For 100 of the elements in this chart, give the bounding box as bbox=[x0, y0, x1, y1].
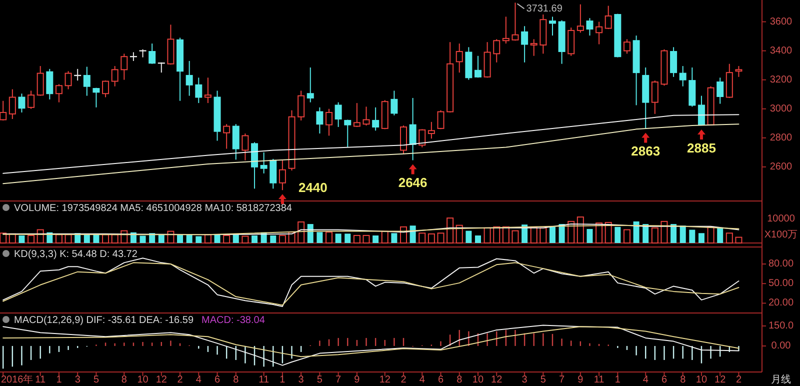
candlestick bbox=[242, 133, 249, 161]
x-tick-label: 4 bbox=[419, 374, 426, 386]
bar bbox=[344, 234, 351, 243]
candlestick bbox=[111, 66, 118, 87]
x-tick-label: 11 bbox=[594, 374, 605, 386]
bar bbox=[167, 230, 174, 244]
candlestick bbox=[334, 102, 342, 128]
candlestick bbox=[18, 93, 26, 113]
x-tick-label: 8 bbox=[680, 374, 686, 386]
x-tick-label: 4 bbox=[642, 374, 649, 386]
bar bbox=[558, 224, 565, 243]
bar bbox=[140, 236, 146, 243]
bar bbox=[726, 232, 733, 244]
annotation: 3731.69 bbox=[526, 4, 563, 15]
candlestick bbox=[502, 16, 510, 44]
bar bbox=[391, 233, 398, 243]
bar bbox=[232, 234, 239, 243]
candlestick bbox=[92, 87, 100, 108]
x-tick-label: 7 bbox=[336, 374, 342, 386]
candlestick bbox=[623, 38, 630, 54]
x-tick-label: 9 bbox=[578, 374, 584, 386]
x-tick-label: 2 bbox=[177, 374, 184, 386]
y-tick-label: 20.00 bbox=[768, 298, 794, 309]
candlestick bbox=[456, 43, 463, 74]
candlestick bbox=[64, 70, 72, 90]
bar bbox=[316, 232, 323, 243]
x-tick-label: 1 bbox=[614, 374, 621, 386]
bar bbox=[689, 230, 696, 243]
candlestick bbox=[148, 43, 156, 64]
bar bbox=[18, 235, 25, 243]
bar bbox=[28, 234, 35, 244]
annotation: 2440 bbox=[298, 180, 328, 196]
candlestick bbox=[223, 124, 230, 150]
candlestick bbox=[55, 84, 62, 103]
bar bbox=[466, 230, 472, 243]
candlestick bbox=[8, 88, 16, 120]
bar bbox=[717, 227, 724, 243]
x-tick-label: 10 bbox=[137, 374, 149, 386]
candlestick bbox=[512, 2, 519, 42]
bar bbox=[326, 232, 333, 244]
line-series bbox=[2, 114, 740, 174]
candlestick bbox=[362, 106, 370, 126]
candlestick bbox=[596, 21, 603, 45]
candlestick bbox=[735, 66, 742, 78]
y-tick-label: 50.00 bbox=[768, 278, 794, 290]
x-tick-label: 12 bbox=[714, 374, 726, 386]
x-tick-label: 1 bbox=[280, 374, 286, 386]
bar bbox=[278, 234, 286, 244]
candlestick bbox=[186, 60, 193, 96]
x-tick-label: 4 bbox=[196, 374, 202, 386]
candlestick bbox=[670, 46, 678, 78]
bar bbox=[242, 236, 249, 244]
candlestick bbox=[568, 27, 575, 56]
bar bbox=[549, 226, 556, 243]
bar bbox=[362, 234, 370, 244]
candlestick bbox=[316, 106, 324, 134]
x-tick-label: 3 bbox=[298, 374, 304, 386]
x-tick-label: 2 bbox=[736, 374, 742, 386]
text: X100万 bbox=[764, 230, 798, 240]
candlestick bbox=[326, 108, 333, 136]
bar bbox=[177, 234, 184, 243]
line-series bbox=[2, 324, 740, 366]
bar bbox=[735, 236, 742, 244]
x-tick-label: 5 bbox=[540, 374, 546, 386]
candlestick bbox=[679, 66, 686, 87]
y-tick-label: 3400 bbox=[770, 45, 793, 56]
bar bbox=[614, 226, 621, 243]
bar bbox=[474, 235, 481, 243]
y-tick-label: 0.00 bbox=[771, 340, 792, 352]
x-tick-label: 12 bbox=[491, 374, 503, 386]
candlestick bbox=[83, 66, 90, 96]
chart-subtitle: MACD: -38.04 bbox=[202, 315, 266, 326]
bar bbox=[660, 220, 668, 244]
candlestick bbox=[409, 97, 416, 161]
candlestick bbox=[400, 125, 408, 154]
candlestick bbox=[195, 77, 202, 104]
candlestick bbox=[46, 68, 54, 100]
annotation: 2646 bbox=[398, 175, 428, 190]
bar bbox=[502, 226, 510, 244]
candlestick bbox=[251, 142, 258, 190]
candlestick bbox=[270, 158, 277, 190]
candlestick bbox=[698, 95, 705, 126]
candlestick bbox=[344, 119, 352, 148]
x-tick-label: 2016年 bbox=[1, 374, 34, 386]
bar bbox=[353, 234, 360, 244]
x-tick-label: 1 bbox=[56, 374, 62, 386]
bar bbox=[576, 216, 584, 244]
bar bbox=[418, 232, 426, 244]
bar bbox=[410, 226, 416, 243]
bar bbox=[670, 224, 677, 243]
x-tick-label: 7 bbox=[559, 374, 566, 386]
candlestick bbox=[204, 77, 212, 104]
line-series bbox=[2, 326, 740, 358]
candlestick bbox=[418, 128, 426, 148]
bar bbox=[437, 232, 444, 244]
bar bbox=[530, 226, 538, 244]
bar bbox=[698, 233, 704, 243]
candlestick bbox=[586, 18, 594, 36]
bar bbox=[428, 233, 435, 244]
bar bbox=[540, 227, 547, 244]
